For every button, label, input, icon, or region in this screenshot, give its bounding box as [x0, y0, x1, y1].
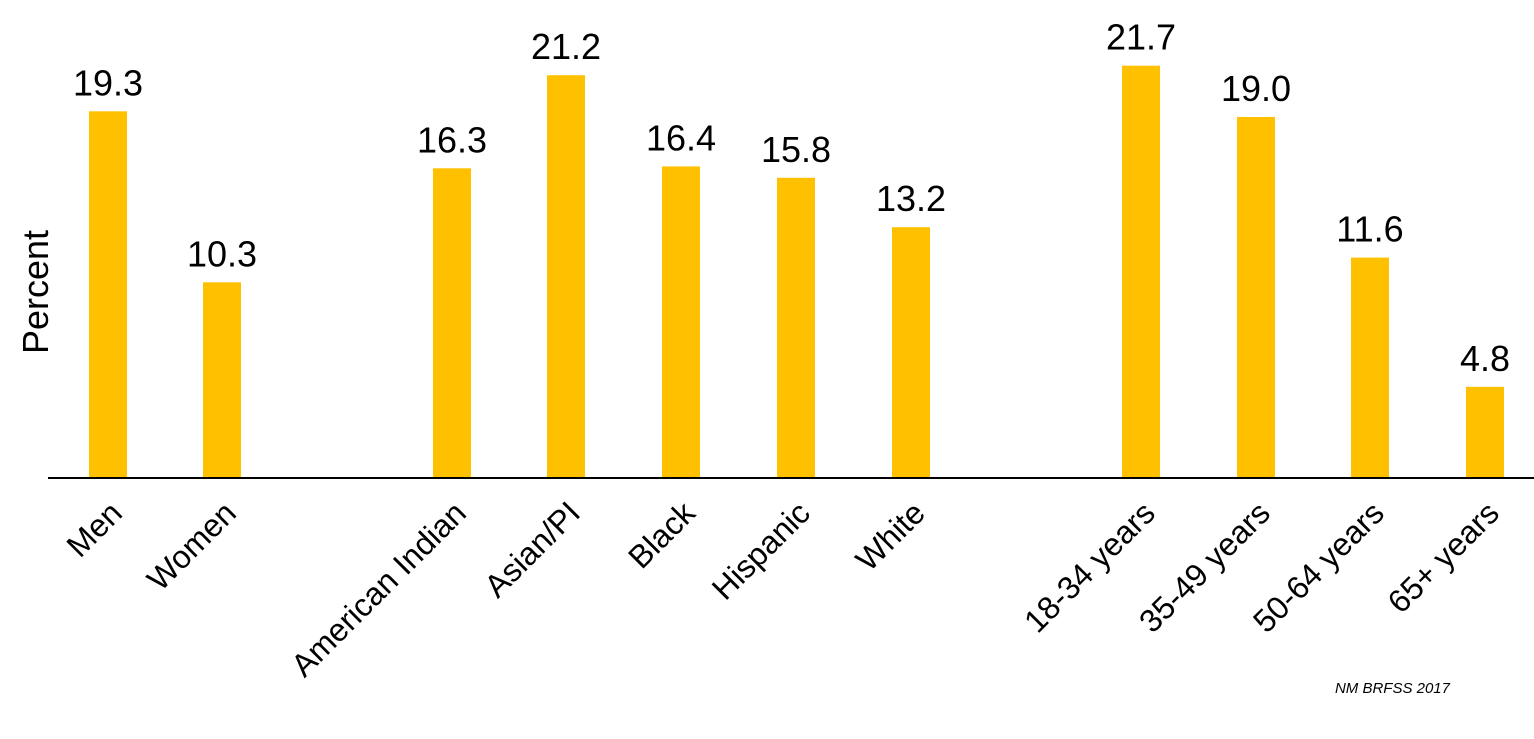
value-label-white: 13.2: [876, 178, 946, 219]
x-tick-labels-group: Men Women American Indian Asian/PI Black Hisp…: [59, 494, 1505, 684]
source-note: NM BRFSS 2017: [1334, 680, 1450, 697]
bar-65-years: [1466, 386, 1504, 478]
value-label-hispanic: 15.8: [761, 129, 831, 170]
bar-black: [662, 166, 700, 478]
value-label-women: 10.3: [187, 233, 257, 274]
bar-50-64-years: [1351, 257, 1389, 478]
x-tick-label-black: Black: [621, 494, 702, 575]
x-tick-label-women: Women: [140, 494, 243, 597]
bar-american-indian: [433, 168, 471, 479]
x-tick-label-american-indian: American Indian: [284, 494, 473, 683]
bar-18-34-years: [1122, 65, 1160, 478]
bar-hispanic: [777, 177, 815, 479]
value-labels-group: 19.3 10.3 16.3 21.2 16.4 15.8 13.2 21.7 19.0 11.6…: [73, 17, 1510, 379]
value-label-asian-pi: 21.2: [531, 26, 601, 67]
x-tick-label-white: White: [849, 494, 932, 577]
x-tick-label-65-years: 65+ years: [1380, 494, 1505, 619]
value-label-65-years: 4.8: [1460, 338, 1510, 379]
bars-group: [89, 65, 1504, 479]
y-axis-title: Percent: [15, 230, 56, 354]
x-tick-label-asian-pi: Asian/PI: [477, 494, 587, 604]
value-label-50-64-years: 11.6: [1336, 209, 1403, 250]
value-label-black: 16.4: [646, 117, 716, 158]
bar-women: [203, 282, 241, 478]
value-label-men: 19.3: [73, 62, 143, 103]
value-label-35-49-years: 19.0: [1221, 68, 1291, 109]
bar-asian-pi: [547, 75, 585, 478]
bar-35-49-years: [1237, 117, 1275, 478]
x-tick-label-hispanic: Hispanic: [705, 494, 817, 606]
value-label-american-indian: 16.3: [417, 119, 487, 160]
bar-white: [892, 227, 930, 478]
x-tick-label-men: Men: [59, 494, 128, 563]
value-label-18-34-years: 21.7: [1106, 17, 1176, 58]
bar-men: [89, 111, 127, 479]
